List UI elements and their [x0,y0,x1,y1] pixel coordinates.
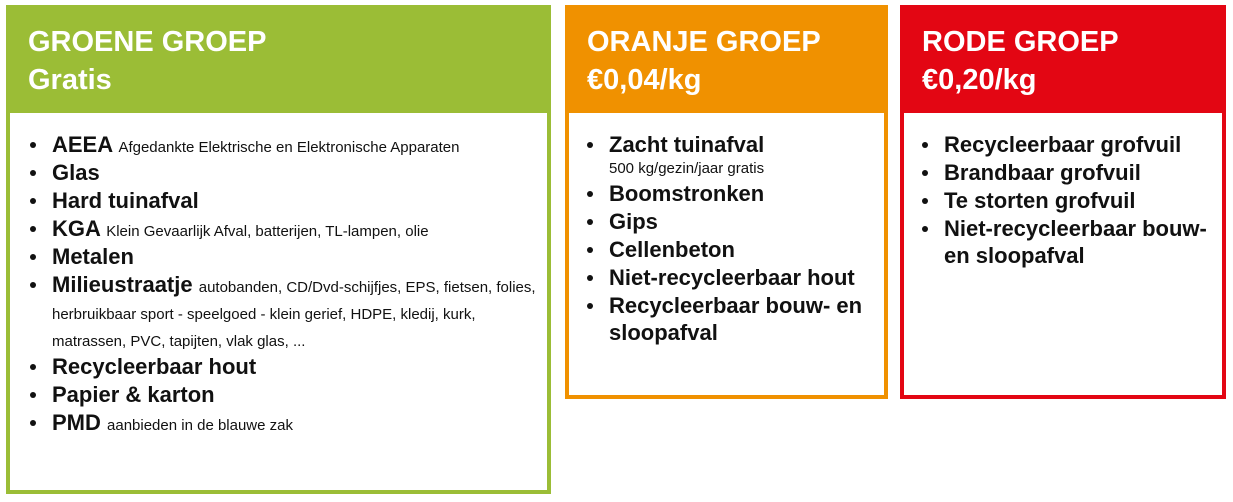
item-label: Boomstronken [609,181,765,206]
item-label: Zacht tuinafval [609,132,765,157]
item-label: Hard tuinafval [52,188,199,213]
item-label: Recycleerbaar hout [52,354,257,379]
list-item: Glas [30,159,539,186]
item-label: Niet-recycleerbaar hout [609,265,855,290]
item-label: Cellenbeton [609,237,735,262]
list-item: Papier & karton [30,381,539,408]
item-label: Metalen [52,244,134,269]
item-label: Glas [52,160,100,185]
item-label: AEEA [52,132,113,157]
orange-group-card: ORANJE GROEP €0,04/kg Zacht tuinafval 50… [565,5,888,399]
item-note: Klein Gevaarlijk Afval, batterijen, TL-l… [106,223,429,240]
list-item: Te storten grofvuil [922,187,1214,214]
list-item: Recycleerbaar bouw- en sloopafval [587,292,876,346]
item-label: Papier & karton [52,382,215,407]
list-item: AEEA Afgedankte Elektrische en Elektroni… [30,131,539,158]
item-label: Brandbaar grofvuil [944,160,1141,185]
group-price: €0,04/kg [587,64,702,96]
group-title: RODE GROEP [922,26,1119,58]
item-note: aanbieden in de blauwe zak [107,417,293,434]
green-group-card: GROENE GROEP Gratis AEEA Afgedankte Elek… [6,5,551,494]
list-item: Metalen [30,243,539,270]
orange-group-header: ORANJE GROEP €0,04/kg [569,9,884,113]
item-label: Gips [609,209,658,234]
group-price: €0,20/kg [922,64,1037,96]
item-label: PMD [52,410,101,435]
item-label: Te storten grofvuil [944,188,1136,213]
group-title: GROENE GROEP [28,26,267,58]
group-price: Gratis [28,64,112,96]
green-group-header: GROENE GROEP Gratis [10,9,547,113]
item-note: autobanden, CD/Dvd-schijfjes, EPS, fiets… [52,279,536,350]
list-item: Zacht tuinafval 500 kg/gezin/jaar gratis [587,131,876,179]
red-group-header: RODE GROEP €0,20/kg [904,9,1222,113]
list-item: Niet-recycleerbaar hout [587,264,876,291]
item-note: Afgedankte Elektrische en Elektronische … [118,139,460,156]
list-item: PMD aanbieden in de blauwe zak [30,409,539,436]
item-list: AEEA Afgedankte Elektrische en Elektroni… [10,131,539,436]
list-item: Recycleerbaar hout [30,353,539,380]
item-label: Milieustraatje [52,272,193,297]
item-label: Recycleerbaar grofvuil [944,132,1182,157]
list-item: Milieustraatje autobanden, CD/Dvd-schijf… [30,271,539,352]
red-group-card: RODE GROEP €0,20/kg Recycleerbaar grofvu… [900,5,1226,399]
item-label: Niet-recycleerbaar bouw- en sloopafval [944,216,1207,268]
list-item: KGA Klein Gevaarlijk Afval, batterijen, … [30,215,539,242]
list-item: Gips [587,208,876,235]
list-item: Hard tuinafval [30,187,539,214]
group-title: ORANJE GROEP [587,26,821,58]
item-label: Recycleerbaar bouw- en sloopafval [609,293,863,345]
item-label: KGA [52,216,101,241]
list-item: Recycleerbaar grofvuil [922,131,1214,158]
list-item: Brandbaar grofvuil [922,159,1214,186]
list-item: Niet-recycleerbaar bouw- en sloopafval [922,215,1214,269]
list-item: Cellenbeton [587,236,876,263]
list-item: Boomstronken [587,180,876,207]
item-note: 500 kg/gezin/jaar gratis [609,160,765,177]
item-list: Recycleerbaar grofvuil Brandbaar grofvuil… [904,131,1214,269]
item-list: Zacht tuinafval 500 kg/gezin/jaar gratis… [569,131,876,346]
